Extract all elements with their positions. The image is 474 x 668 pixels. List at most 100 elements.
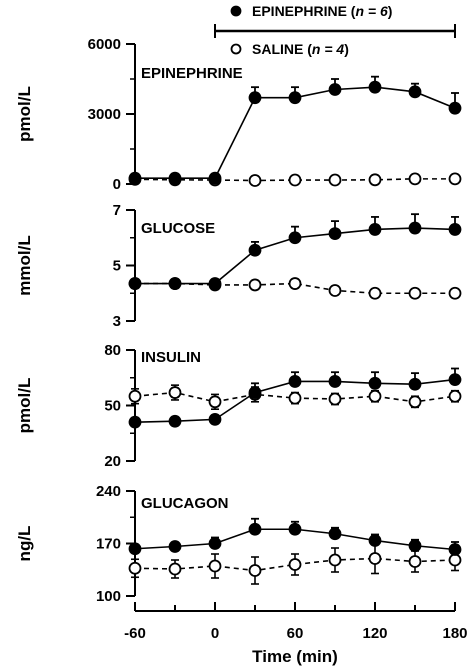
y-tick-label: 240 — [96, 483, 121, 500]
y-axis-title: pmol/L — [15, 378, 34, 434]
data-point-saline — [408, 555, 422, 568]
data-point-epinephrine — [208, 537, 222, 550]
panel-epinephrine: 0 3000 6000 pmol/L EPINEPHRINE — [15, 36, 462, 193]
legend-n-count: n = 6 — [355, 3, 388, 19]
data-point-epinephrine — [408, 85, 422, 99]
open-circle-legend-marker — [230, 43, 242, 55]
data-point-saline — [408, 395, 422, 409]
filled-circle-legend-marker — [230, 5, 242, 17]
data-point-saline — [328, 392, 342, 406]
data-point-epinephrine — [128, 277, 142, 290]
y-tick-label: 6000 — [88, 36, 121, 53]
data-point-saline — [368, 552, 382, 565]
data-point-epinephrine — [288, 91, 302, 105]
data-point-epinephrine — [448, 101, 462, 115]
panel-glucose: 3 5 7 mmol/L GLUCOSE — [15, 202, 462, 330]
data-point-saline — [408, 172, 422, 186]
y-tick-label: 170 — [96, 536, 121, 553]
x-axis-title: Time (min) — [252, 647, 338, 666]
data-point-epinephrine — [328, 227, 342, 240]
data-point-epinephrine — [168, 171, 182, 185]
data-point-epinephrine — [328, 527, 342, 541]
panel-glucagon: 100 170 240 ng/L GLUCAGON — [15, 483, 462, 605]
data-point-epinephrine — [248, 386, 262, 399]
series-epinephrine — [128, 75, 462, 185]
data-point-epinephrine — [208, 412, 222, 426]
data-point-saline — [448, 553, 462, 567]
data-point-saline — [328, 284, 342, 297]
data-point-epinephrine — [368, 223, 382, 236]
data-point-epinephrine — [248, 243, 262, 257]
data-point-epinephrine — [168, 540, 182, 553]
y-axis-title: ng/L — [15, 526, 34, 562]
data-point-epinephrine — [208, 171, 222, 185]
data-point-epinephrine — [168, 277, 182, 290]
data-point-saline — [288, 173, 302, 187]
data-point-epinephrine — [128, 171, 142, 185]
data-point-saline — [208, 395, 222, 409]
data-point-saline — [168, 562, 182, 576]
data-point-saline — [248, 174, 262, 187]
data-point-epinephrine — [368, 534, 382, 547]
data-point-epinephrine — [288, 375, 302, 388]
legend-series-name: SALINE — [252, 41, 303, 57]
data-point-saline — [288, 558, 302, 571]
chart-panels: 0 3000 6000 pmol/L EPINEPHRINE 3 5 7 mmol/L GLUCO… — [15, 36, 462, 605]
data-point-saline — [448, 389, 462, 403]
panel-title: EPINEPHRINE — [141, 65, 243, 82]
data-point-epinephrine — [128, 415, 142, 429]
data-point-saline — [408, 286, 422, 300]
data-point-saline — [128, 389, 142, 403]
legend-label-1: SALINE (n = 4) — [252, 41, 349, 57]
data-point-epinephrine — [328, 375, 342, 388]
x-tick-label: 0 — [211, 625, 219, 642]
legend-paren-open: ( — [347, 3, 356, 19]
series-epinephrine — [128, 213, 462, 290]
data-point-saline — [368, 173, 382, 187]
legend-paren-close: ) — [388, 3, 393, 19]
legend: EPINEPHRINE (n = 6)SALINE (n = 4) — [214, 3, 456, 57]
y-tick-label: 5 — [113, 258, 121, 275]
data-point-epinephrine — [288, 231, 302, 245]
legend-paren-close: ) — [344, 41, 349, 57]
data-point-epinephrine — [248, 91, 262, 105]
legend-series-name: EPINEPHRINE — [252, 3, 347, 19]
y-tick-label: 3 — [113, 313, 121, 330]
x-tick-label: 180 — [442, 625, 467, 642]
data-point-saline — [328, 553, 342, 567]
data-point-epinephrine — [128, 542, 142, 556]
x-axis: -60 0 60 120 180 Time (min) — [124, 602, 468, 666]
y-tick-label: 20 — [104, 453, 121, 470]
y-tick-label: 80 — [104, 342, 121, 359]
data-point-saline — [128, 561, 142, 575]
data-point-epinephrine — [288, 522, 302, 536]
data-point-epinephrine — [168, 414, 182, 428]
data-point-saline — [208, 559, 222, 573]
y-tick-label: 7 — [113, 202, 121, 219]
data-point-epinephrine — [408, 539, 422, 553]
y-axis-title: pmol/L — [15, 86, 34, 142]
y-axis-title: mmol/L — [15, 235, 34, 295]
data-point-saline — [448, 172, 462, 186]
data-point-saline — [328, 173, 342, 187]
legend-label-0: EPINEPHRINE (n = 6) — [252, 3, 392, 19]
series-saline — [128, 542, 462, 585]
data-point-epinephrine — [408, 377, 422, 391]
legend-n-count: n = 4 — [312, 41, 345, 57]
data-point-saline — [368, 389, 382, 403]
panel-title: INSULIN — [141, 349, 201, 366]
data-point-saline — [288, 391, 302, 405]
x-tick-label: 120 — [362, 625, 387, 642]
data-point-epinephrine — [448, 223, 462, 236]
x-tick-label: -60 — [124, 625, 146, 642]
data-point-epinephrine — [408, 221, 422, 235]
data-point-epinephrine — [248, 522, 262, 536]
data-point-epinephrine — [328, 83, 342, 96]
data-point-epinephrine — [448, 543, 462, 556]
panel-title: GLUCAGON — [141, 495, 229, 512]
data-point-saline — [168, 386, 182, 399]
data-point-saline — [288, 277, 302, 290]
data-point-epinephrine — [448, 373, 462, 387]
panel-title: GLUCOSE — [141, 220, 215, 237]
